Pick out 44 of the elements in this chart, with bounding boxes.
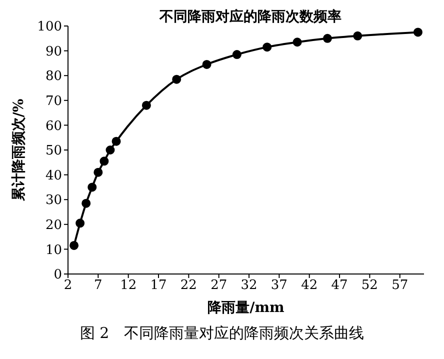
- point: [112, 136, 121, 146]
- x-tick-label: 22: [180, 278, 197, 294]
- point: [82, 198, 91, 208]
- y-tick-label: 50: [45, 144, 62, 159]
- y-axis-title: 累计降雨频次/%: [10, 98, 27, 202]
- x-tick-label: 47: [331, 278, 348, 294]
- y-tick-label: 80: [45, 69, 62, 84]
- x-tick-label: 7: [94, 278, 102, 294]
- y-tick-label: 70: [45, 94, 62, 110]
- y-tick-label: 10: [45, 242, 62, 258]
- y-tick-label: 0: [54, 268, 62, 283]
- point: [76, 218, 85, 228]
- point: [106, 146, 115, 154]
- point: [262, 42, 272, 52]
- x-tick-label: 17: [150, 278, 167, 294]
- point: [70, 240, 79, 250]
- y-tick-label: 100: [37, 20, 62, 35]
- point: [413, 28, 422, 37]
- point: [322, 34, 332, 43]
- x-tick-label: 42: [301, 278, 318, 294]
- x-tick-label: 37: [270, 278, 288, 294]
- point: [202, 60, 212, 69]
- point: [94, 168, 103, 177]
- y-tick-label: 90: [45, 44, 62, 60]
- x-tick-label: 57: [392, 278, 408, 294]
- point: [292, 38, 302, 47]
- x-tick-label: 52: [361, 278, 378, 294]
- y-tick-label: 60: [45, 118, 62, 134]
- x-tick-label: 2: [64, 278, 72, 294]
- caption: 图 2 不同降雨量对应的降雨频次关系曲线: [78, 324, 366, 343]
- x-tick-label: 12: [120, 278, 137, 294]
- y-tick-label: 40: [45, 168, 62, 184]
- chart-title: 不同降雨对应的降雨次数频率: [158, 8, 342, 26]
- point: [353, 31, 362, 40]
- x-tick-label: 27: [210, 278, 228, 294]
- x-axis-title: 降雨量/mm: [208, 300, 285, 316]
- point: [142, 100, 151, 110]
- point: [100, 156, 109, 166]
- point: [88, 182, 97, 192]
- y-tick-label: 20: [45, 218, 62, 234]
- point: [232, 50, 242, 60]
- point: [172, 74, 182, 84]
- y-tick-label: 30: [45, 193, 62, 208]
- x-tick-label: 32: [240, 278, 258, 294]
